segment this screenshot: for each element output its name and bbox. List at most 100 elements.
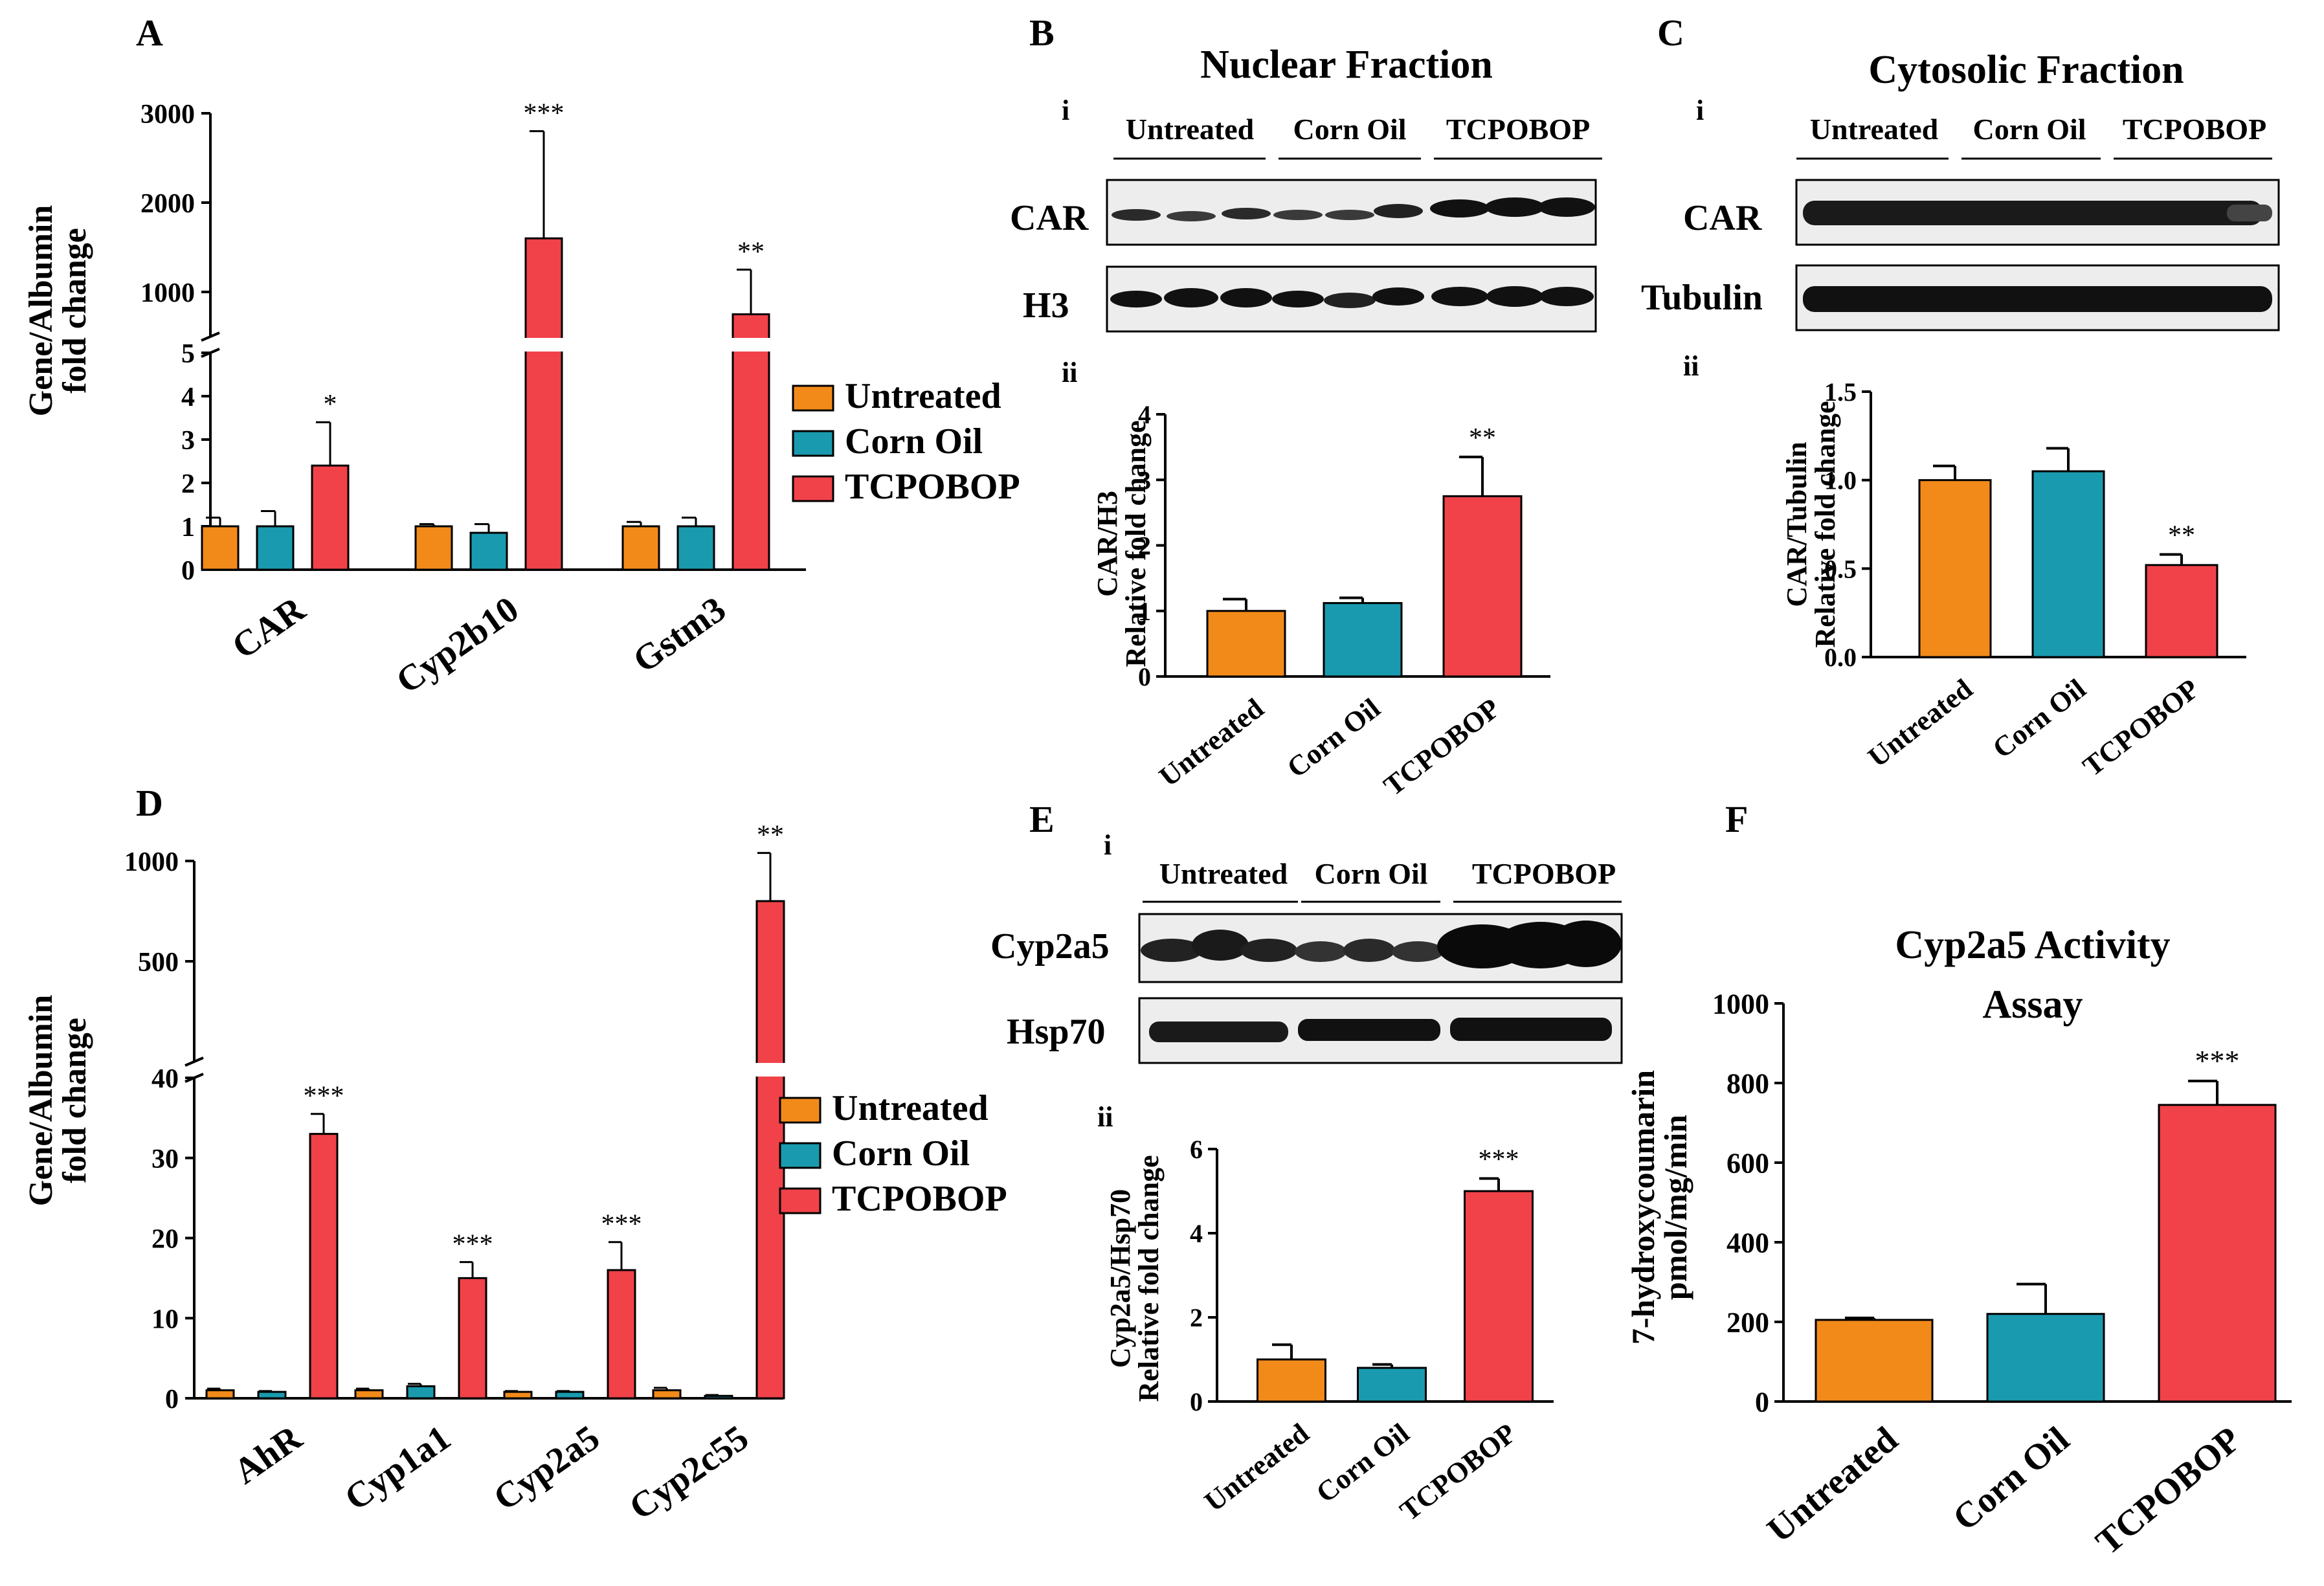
bar [309,1133,339,1400]
panel-e-bands-cyp2a5 [1141,921,1622,968]
y-tick-label: 1.0 [1824,466,1857,495]
bar [621,525,660,571]
y-tick-label: 3 [181,426,195,456]
bar [458,1277,487,1400]
y-tick-label: 0 [1755,1386,1769,1418]
panel-b-group-label-1: Untreated [1126,113,1255,146]
band [1803,201,2263,225]
panel-b-group-label-2: Corn Oil [1293,113,1406,146]
band [1324,293,1376,308]
y-axis-label-line2: Relative fold change [1809,401,1841,647]
y-tick-label: 800 [1726,1067,1769,1099]
y-axis-label-line2: Relative fold change [1133,1155,1165,1402]
bar [257,1391,287,1400]
bar [311,464,350,571]
significance-label: *** [304,1082,344,1111]
bar [201,525,240,571]
y-axis-label-line1: Gene/Albumin [23,205,60,417]
y-tick-label: 0 [1190,1387,1203,1416]
panel-b-sub-i: i [1062,95,1069,126]
legend-swatch [779,1097,821,1124]
bar [469,531,508,571]
y-tick-label: 1.5 [1824,377,1857,407]
panel-e-group-label-2: Corn Oil [1314,857,1427,890]
y-tick-label: 0 [181,556,195,586]
bar [2145,564,2218,658]
bar [205,1389,235,1400]
legend-swatch [792,430,834,457]
x-tick-label: Untreated [1760,1419,1905,1550]
band [1392,941,1444,962]
panel-letter-d: D [136,782,163,824]
bar [1257,1358,1326,1403]
x-tick-label: Corn Oil [1281,692,1386,784]
band [1374,204,1423,218]
x-tick-label: Corn Oil [1945,1419,2077,1538]
y-axis-label-line2: fold change [56,1018,93,1183]
bar [1815,1319,1934,1403]
bar [1464,1190,1534,1403]
x-tick-label: Cyp2b10 [389,589,526,702]
y-tick-label: 10 [151,1304,179,1334]
y-tick-label: 3 [1138,465,1151,495]
y-axis-label-line1: Gene/Albumin [23,995,60,1207]
panel-b-bands-h3 [1110,286,1594,308]
bar [414,525,453,571]
y-tick-label: 2 [181,469,195,499]
chart-d: 0 10 20 30 40 500 1000 *** AhR *** Cyp1a1 *** Cyp2a5… [23,821,1007,1528]
band [1431,287,1488,306]
band [1485,197,1545,217]
y-tick-label: 1000 [140,278,195,308]
bar [354,1389,384,1400]
band [1222,208,1271,219]
panel-letter-b: B [1029,12,1055,54]
legend-label: TCPOBOP [832,1179,1007,1219]
legend-label: Corn Oil [845,421,983,462]
bar [704,1394,733,1400]
bar [1357,1367,1427,1403]
band [1538,197,1595,217]
chart-a: 0 1 2 3 4 5 1000 2000 3000 * CAR *** Cyp2b10 ** Gstm3 G… [23,99,1020,702]
x-tick-label: TCPOBOP [2088,1419,2248,1562]
panel-b-bands-car [1112,197,1595,221]
panel-c-group-label-3: TCPOBOP [2123,113,2266,146]
y-tick-label: 3000 [140,100,195,129]
bar [1206,610,1286,678]
y-tick-label: 2 [1190,1303,1203,1332]
legend-label: Untreated [845,376,1001,416]
x-tick-label: Cyp2c55 [622,1418,755,1528]
y-tick-label: 4 [1190,1219,1203,1248]
bar [1323,602,1403,678]
y-tick-label: 500 [138,948,179,977]
band [1220,288,1272,307]
y-tick-label: 30 [151,1145,179,1174]
band [1110,291,1162,307]
legend-label: Untreated [832,1088,989,1128]
y-tick-label: 0.0 [1824,643,1857,672]
y-tick-label: 200 [1726,1306,1769,1338]
y-tick-label: 0 [165,1385,179,1414]
x-tick-label: TCPOBOP [2077,673,2205,783]
significance-label: *** [601,1210,642,1240]
legend-label: TCPOBOP [845,467,1020,507]
panel-c-title: Cytosolic Fraction [1868,48,2184,92]
significance-label: ** [2168,520,2195,550]
panel-b-sub-ii: ii [1062,357,1077,388]
band [1450,1018,1612,1041]
bar-break-gap [732,338,770,352]
bar [406,1385,436,1400]
axis-break-mark [184,1056,204,1067]
significance-label: *** [453,1230,493,1260]
bar [607,1269,636,1400]
panel-e-sub-ii: ii [1097,1101,1113,1133]
bar [1918,479,1992,658]
legend-swatch [779,1142,821,1169]
chart-f: 0 200 400 600 800 1000 Untreated Corn Oil *** TCP… [1625,923,2292,1563]
y-axis-label-line2: fold change [56,228,93,394]
bar [555,1391,585,1400]
y-tick-label: 5 [181,339,195,369]
significance-label: *** [524,99,564,129]
x-tick-label: Corn Oil [1310,1417,1415,1509]
